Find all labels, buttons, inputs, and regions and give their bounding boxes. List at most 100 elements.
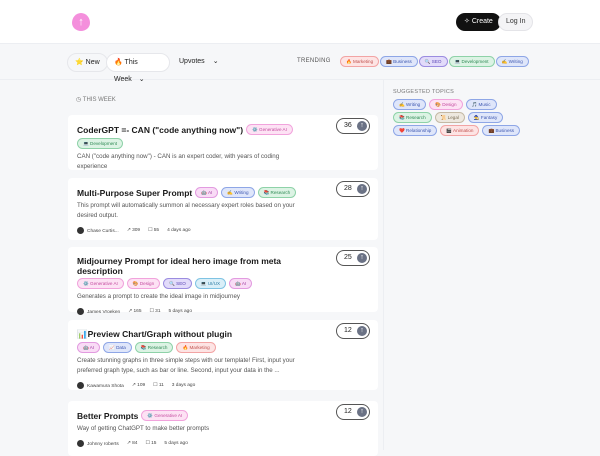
save-count: 55 <box>153 228 160 233</box>
upvote-button[interactable]: 36 ↑ <box>336 118 370 134</box>
author-name: Johnny roberts <box>87 441 119 447</box>
chevron-down-icon: ⌄ <box>138 76 145 83</box>
fire-icon: 🔥 <box>114 59 125 66</box>
tag[interactable]: 💼 Business <box>380 56 418 67</box>
tag[interactable]: 🔥 Marketing <box>340 56 380 67</box>
tag[interactable]: 🤖 AI <box>195 187 219 198</box>
prompt-card[interactable]: Multi-Purpose Super Prompt 🤖 AI ✍️ Writing… <box>68 178 378 240</box>
author[interactable]: Chase Curtis... <box>77 227 119 234</box>
vote-count: 12 <box>344 327 352 334</box>
tag[interactable]: 🧙 Fantasy <box>467 112 504 123</box>
tag[interactable]: 💻 Development <box>77 138 124 149</box>
upvote-button[interactable]: 12 ↑ <box>336 404 370 420</box>
tag[interactable]: ⚙️ Generative AI <box>77 278 124 289</box>
prompt-description: CAN ("code anything now") - CAN is an ex… <box>77 153 280 170</box>
tag[interactable]: 📚 Research <box>393 112 432 123</box>
arrow-up-icon: ↑ <box>357 253 367 263</box>
vote-count: 12 <box>344 408 352 415</box>
tag[interactable]: 🤖 AI <box>77 342 101 353</box>
prompt-title[interactable]: CoderGPT =- CAN ("code anything now") <box>77 124 244 135</box>
tag[interactable]: 📈 Data <box>103 342 132 353</box>
share-count: 109 <box>137 383 146 388</box>
header: ↑ ✧ Create Log In <box>0 0 600 44</box>
tag[interactable]: 📚 Research <box>257 187 297 198</box>
tag[interactable]: 🤖 AI <box>229 278 253 289</box>
tag[interactable]: 💼 Business <box>482 125 521 136</box>
sort-dropdown[interactable]: Upvotes ⌄ <box>172 53 226 72</box>
sort-label: Upvotes <box>179 58 205 65</box>
avatar <box>77 227 84 234</box>
period-label: This Week <box>114 59 138 83</box>
trending-label: TRENDING <box>297 58 331 64</box>
chevron-down-icon: ⌄ <box>212 58 219 65</box>
arrow-up-icon: ↑ <box>357 326 367 336</box>
tag[interactable]: 🎵 Music <box>465 99 497 110</box>
tag[interactable]: ✍️ Writing <box>221 187 255 198</box>
tag[interactable]: 📚 Research <box>134 342 174 353</box>
prompt-title[interactable]: Better Prompts <box>77 410 139 421</box>
prompt-card[interactable]: CoderGPT =- CAN ("code anything now") ⚙️ … <box>68 115 378 185</box>
share-count: 84 <box>132 441 138 446</box>
author[interactable]: James Vroeken <box>77 308 120 315</box>
trending-tags: 🔥 Marketing 💼 Business 🔍 SEO 💻 Development ✍… <box>340 56 529 67</box>
new-filter-button[interactable]: ⭐ New <box>67 53 108 72</box>
avatar <box>77 308 84 315</box>
prompt-title[interactable]: Midjourney Prompt for ideal hero image f… <box>77 256 282 276</box>
prompt-title[interactable]: 📊Preview Chart/Graph without plugin <box>77 329 233 339</box>
suggested-topics-label: SUGGESTED TOPICS <box>393 89 455 95</box>
upvote-button[interactable]: 25 ↑ <box>336 250 370 266</box>
tag[interactable]: ❤️ Relationship <box>393 125 438 136</box>
author[interactable]: Kawamura Shota <box>77 382 124 389</box>
tag[interactable]: ✍️ Writing <box>495 56 529 67</box>
timestamp: 5 days ago <box>164 441 188 446</box>
tag[interactable]: 🎨 Design <box>429 99 463 110</box>
save-count: 15 <box>151 441 157 446</box>
tag[interactable]: 🎬 Animation <box>440 125 480 136</box>
tag[interactable]: ⚙️ Generative AI <box>141 410 189 421</box>
prompt-card[interactable]: 📊Preview Chart/Graph without plugin 🤖 AI… <box>68 320 378 390</box>
arrow-up-icon: ↑ <box>357 121 367 131</box>
upvote-button[interactable]: 28 ↑ <box>336 181 370 197</box>
logo-icon[interactable]: ↑ <box>72 13 90 31</box>
share-count: 165 <box>133 309 142 314</box>
share-count: 309 <box>132 228 141 233</box>
tag[interactable]: 🔍 SEO <box>418 56 448 67</box>
arrow-up-icon: ↑ <box>357 407 367 417</box>
prompt-title[interactable]: Multi-Purpose Super Prompt <box>77 187 193 198</box>
create-button[interactable]: ✧ Create <box>456 13 501 31</box>
tag[interactable]: 💻 UI/UX <box>194 278 227 289</box>
bookmark-icon: ☐ <box>148 228 154 233</box>
tag[interactable]: ✍️ Writing <box>393 99 427 110</box>
author[interactable]: Johnny roberts <box>77 440 119 447</box>
arrow-up-icon: ↑ <box>357 184 367 194</box>
saves[interactable]: ☐ 55 <box>148 228 159 233</box>
section-label-text: THIS WEEK <box>82 97 116 103</box>
tag[interactable]: 🎨 Design <box>126 278 161 289</box>
prompt-card[interactable]: Midjourney Prompt for ideal hero image f… <box>68 247 378 315</box>
tag[interactable]: 🔥 Marketing <box>176 342 216 353</box>
shares: ↗ 309 <box>127 228 140 233</box>
share-arrow-icon: ↗ <box>126 228 133 233</box>
avatar <box>77 440 84 447</box>
shares: ↗ 84 <box>127 441 138 446</box>
save-count: 31 <box>155 309 161 314</box>
prompt-description: Way of getting ChatGPT to make better pr… <box>77 425 210 432</box>
period-dropdown[interactable]: 🔥 This Week ⌄ <box>106 53 170 83</box>
avatar <box>77 382 84 389</box>
author-name: Chase Curtis... <box>87 228 119 234</box>
upvote-button[interactable]: 12 ↑ <box>336 323 370 339</box>
save-count: 11 <box>158 383 164 388</box>
author-name: Kawamura Shota <box>87 383 124 389</box>
timestamp: 3 days ago <box>171 383 196 388</box>
tag[interactable]: 🔍 SEO <box>163 278 192 289</box>
login-button[interactable]: Log In <box>498 13 534 31</box>
tag[interactable]: ⚙️ Generative AI <box>246 124 293 135</box>
saves[interactable]: ☐ 11 <box>153 383 164 388</box>
create-label: Create <box>471 18 493 25</box>
saves[interactable]: ☐ 31 <box>150 309 161 314</box>
tag[interactable]: 📜 Legal <box>434 112 465 123</box>
saves[interactable]: ☐ 15 <box>145 441 156 446</box>
share-arrow-icon: ↗ <box>126 441 133 446</box>
prompt-card[interactable]: Better Prompts ⚙️ Generative AI Way of ge… <box>68 401 378 456</box>
tag[interactable]: 💻 Development <box>448 56 495 67</box>
